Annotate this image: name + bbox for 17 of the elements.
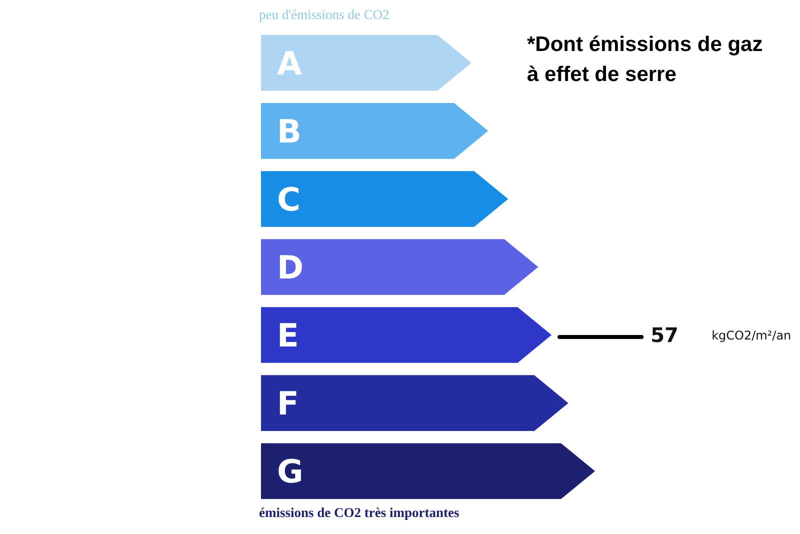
bar bbox=[261, 307, 552, 363]
y-tick-label: B bbox=[277, 112, 302, 150]
bar bbox=[261, 375, 568, 431]
y-tick-label: G bbox=[277, 452, 304, 491]
y-tick-label: C bbox=[277, 180, 300, 218]
y-tick-label: A bbox=[277, 44, 302, 82]
annotation: 57 bbox=[650, 323, 678, 348]
annotation: émissions de CO2 très importantes bbox=[259, 505, 460, 520]
y-tick-label: F bbox=[277, 384, 299, 423]
y-tick-label: E bbox=[277, 316, 299, 355]
text: *Dont émissions de gaz à effet de serre bbox=[527, 33, 763, 86]
y-tick-label: D bbox=[277, 248, 304, 287]
bar bbox=[261, 171, 508, 227]
text: peu d'émissions de CO2 bbox=[259, 7, 390, 22]
bar bbox=[261, 443, 595, 499]
bar bbox=[261, 239, 538, 295]
text: kgCO2/m²/an bbox=[712, 328, 792, 342]
